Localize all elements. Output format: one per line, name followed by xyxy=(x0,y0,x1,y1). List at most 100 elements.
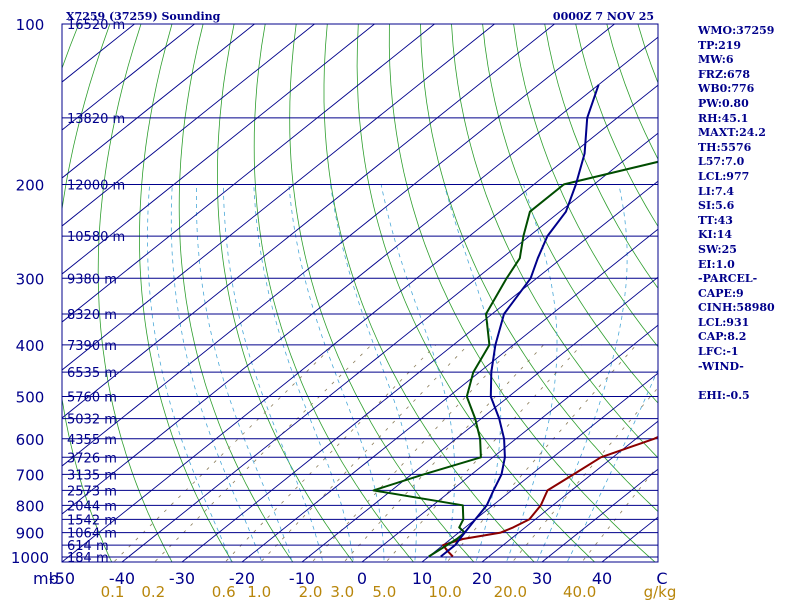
height-label: 16520 m xyxy=(67,18,125,33)
parcel-header: -PARCEL- xyxy=(698,272,758,286)
blank-line xyxy=(698,374,798,389)
temperature-tick: 10 xyxy=(412,569,432,588)
index-lfc: LFC:-1 xyxy=(698,345,739,359)
mixing-ratio-tick: 3.0 xyxy=(330,583,354,600)
index-l57: L57:7.0 xyxy=(698,155,745,169)
pressure-tick: 400 xyxy=(16,337,45,355)
trace-parcel xyxy=(440,84,600,558)
chart-title: X7259 (37259) Sounding xyxy=(66,10,221,23)
height-label: 2044 m xyxy=(67,499,117,514)
height-label: 7390 m xyxy=(67,339,117,354)
height-label: 3135 m xyxy=(67,468,117,483)
isotherm xyxy=(62,24,435,323)
indices-panel: WMO:37259 TP:219 MW:6 FRZ:678 WB0:776 PW… xyxy=(698,24,798,403)
temperature-tick: C xyxy=(656,569,667,588)
temperature-tick: -40 xyxy=(109,569,135,588)
mixing-ratio-line xyxy=(511,387,658,562)
wind-header: -WIND- xyxy=(698,359,744,373)
height-label: 10580 m xyxy=(67,230,125,245)
mixing-ratio-tick: 5.0 xyxy=(372,583,396,600)
mixing-ratio-tick: 20.0 xyxy=(494,583,527,600)
trace-dewpoint xyxy=(372,160,658,558)
mixing-ratio-line xyxy=(113,344,335,562)
index-li: LI:7.4 xyxy=(698,184,735,198)
dry-adiabat xyxy=(62,24,113,562)
height-label: 1542 m xyxy=(67,513,117,528)
mixing-ratio-tick: 0.2 xyxy=(141,583,165,600)
mixing-ratio-line xyxy=(154,344,372,562)
dry-adiabat xyxy=(323,24,535,562)
isotherm xyxy=(361,324,658,562)
dry-adiabat xyxy=(289,24,475,562)
index-cap: CAP:8.2 xyxy=(698,330,747,344)
isotherm xyxy=(241,228,658,562)
mixing-ratio-line xyxy=(446,344,637,562)
height-label: 2573 m xyxy=(67,484,117,499)
temperature-tick: 40 xyxy=(592,569,612,588)
moist-adiabat xyxy=(288,184,385,562)
mixing-ratio-tick: 0.6 xyxy=(212,583,236,600)
height-label: 4355 m xyxy=(67,433,117,448)
index-lcl: LCL:977 xyxy=(698,169,750,183)
height-label: 6535 m xyxy=(67,366,117,381)
pressure-tick: 600 xyxy=(16,431,45,449)
height-label: 614 m xyxy=(67,539,109,554)
height-label: 5760 m xyxy=(67,391,117,406)
isotherm xyxy=(62,24,255,179)
isotherm xyxy=(62,36,658,515)
index-maxt: MAXT:24.2 xyxy=(698,126,766,140)
plot-area xyxy=(62,24,658,562)
mixing-ratio-unit: g/kg xyxy=(644,583,677,600)
isotherm xyxy=(301,276,658,562)
isotherm xyxy=(62,24,555,419)
height-label: 5032 m xyxy=(67,413,117,428)
trace-temperature xyxy=(442,435,658,558)
isotherm xyxy=(541,468,658,562)
temperature-tick: 0 xyxy=(357,569,367,588)
height-label: 3726 m xyxy=(67,451,117,466)
moist-adiabat xyxy=(536,184,628,562)
dry-adiabat xyxy=(139,24,233,562)
index-wmo: WMO:37259 xyxy=(698,24,775,37)
pressure-tick: 500 xyxy=(16,389,45,407)
x-axis-label: mb xyxy=(33,569,59,588)
isotherm xyxy=(62,24,375,275)
isotherm xyxy=(121,132,658,562)
index-ei: EI:1.0 xyxy=(698,257,735,271)
height-label: 9380 m xyxy=(67,272,117,287)
moist-adiabat xyxy=(506,184,558,562)
moist-adiabat xyxy=(223,184,324,562)
isotherm xyxy=(62,84,658,562)
index-cape: CAPE:9 xyxy=(698,286,744,300)
pressure-tick: 800 xyxy=(16,497,45,515)
moist-adiabat xyxy=(330,184,417,562)
mixing-ratio-line xyxy=(260,344,469,562)
moist-adiabat xyxy=(196,184,293,562)
isotherm xyxy=(181,180,658,562)
pressure-tick: 200 xyxy=(16,176,45,194)
mixing-ratio-tick: 0.1 xyxy=(101,583,125,600)
plot-frame xyxy=(61,23,659,563)
mixing-ratio-tick: 10.0 xyxy=(428,583,461,600)
pressure-tick: 700 xyxy=(16,466,45,484)
moist-adiabat xyxy=(170,184,263,562)
index-mw: MW:6 xyxy=(698,53,734,67)
isotherm xyxy=(62,24,195,131)
index-si: SI:5.6 xyxy=(698,199,735,213)
mixing-ratio-tick: 1.0 xyxy=(247,583,271,600)
temperature-tick: -30 xyxy=(169,569,195,588)
index-tp: TP:219 xyxy=(698,38,742,52)
index-parcel-lcl: LCL:931 xyxy=(698,315,750,329)
mixing-ratio-line xyxy=(581,465,658,562)
pressure-tick: 100 xyxy=(16,16,45,34)
temperature-tick: 30 xyxy=(532,569,552,588)
index-cinh: CINH:58980 xyxy=(698,301,775,315)
dry-adiabat xyxy=(420,24,658,513)
height-label: 12000 m xyxy=(67,178,125,193)
index-tt: TT:43 xyxy=(698,213,733,227)
temperature-tick: -10 xyxy=(289,569,315,588)
index-ehi: EHI:-0.5 xyxy=(698,388,750,402)
index-th: TH:5576 xyxy=(698,140,752,154)
height-label: 8320 m xyxy=(67,308,117,323)
